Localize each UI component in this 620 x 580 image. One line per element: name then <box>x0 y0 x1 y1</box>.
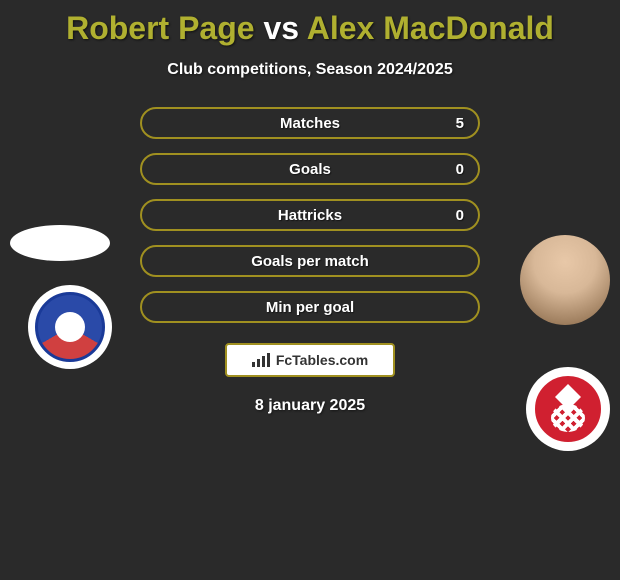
stat-label: Min per goal <box>266 299 354 316</box>
chart-icon <box>252 353 270 367</box>
comparison-title: Robert Page vs Alex MacDonald <box>0 0 620 47</box>
stats-list: Matches 5 Goals 0 Hattricks 0 Goals per … <box>140 107 480 323</box>
stat-row-mpg: Min per goal <box>140 291 480 323</box>
content-area: Matches 5 Goals 0 Hattricks 0 Goals per … <box>0 107 620 415</box>
chesterfield-icon <box>35 292 105 362</box>
stat-label: Goals <box>289 161 331 178</box>
player1-name: Robert Page <box>66 10 254 46</box>
stat-value-right: 5 <box>456 115 464 132</box>
vs-text: vs <box>263 10 299 46</box>
stat-label: Matches <box>280 115 340 132</box>
stat-row-gpm: Goals per match <box>140 245 480 277</box>
stat-label: Goals per match <box>251 253 369 270</box>
stat-row-goals: Goals 0 <box>140 153 480 185</box>
rotherham-icon <box>533 374 603 444</box>
stat-value-right: 0 <box>456 161 464 178</box>
stat-value-right: 0 <box>456 207 464 224</box>
player2-avatar <box>520 235 610 325</box>
player2-club-badge <box>526 367 610 451</box>
source-badge[interactable]: FcTables.com <box>225 343 395 377</box>
stat-row-matches: Matches 5 <box>140 107 480 139</box>
subtitle: Club competitions, Season 2024/2025 <box>0 61 620 79</box>
stat-label: Hattricks <box>278 207 342 224</box>
player2-name: Alex MacDonald <box>307 10 554 46</box>
player1-avatar <box>10 225 110 261</box>
player1-club-badge <box>28 285 112 369</box>
stat-row-hattricks: Hattricks 0 <box>140 199 480 231</box>
source-text: FcTables.com <box>276 352 368 368</box>
